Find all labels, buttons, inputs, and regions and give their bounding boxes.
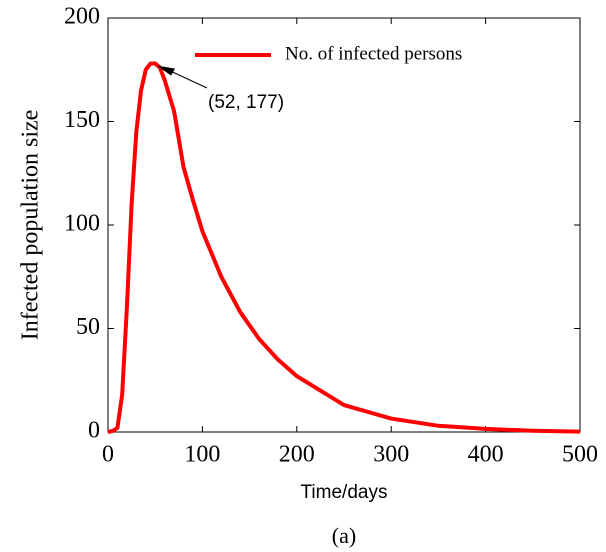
annotation-text: (52, 177) (208, 92, 284, 113)
x-tick-label: 400 (468, 442, 504, 468)
y-axis-label: Infected population size (18, 110, 44, 341)
y-tick-label: 50 (76, 314, 100, 340)
x-tick-label: 0 (102, 442, 114, 468)
caption: (a) (332, 523, 356, 548)
annotation-arrowhead (157, 65, 176, 76)
plot-frame (107, 17, 581, 433)
x-tick-label: 100 (184, 442, 220, 468)
x-tick-label: 500 (562, 442, 598, 468)
legend-label: No. of infected persons (285, 43, 462, 64)
x-tick-label: 300 (373, 442, 409, 468)
x-tick-label: 200 (279, 442, 315, 468)
y-tick-label: 100 (64, 211, 100, 237)
x-axis-label: Time/days (301, 482, 388, 503)
y-tick-label: 0 (88, 418, 100, 444)
y-tick-label: 200 (64, 4, 100, 30)
data-line (107, 61, 581, 434)
y-tick-label: 150 (64, 107, 100, 133)
